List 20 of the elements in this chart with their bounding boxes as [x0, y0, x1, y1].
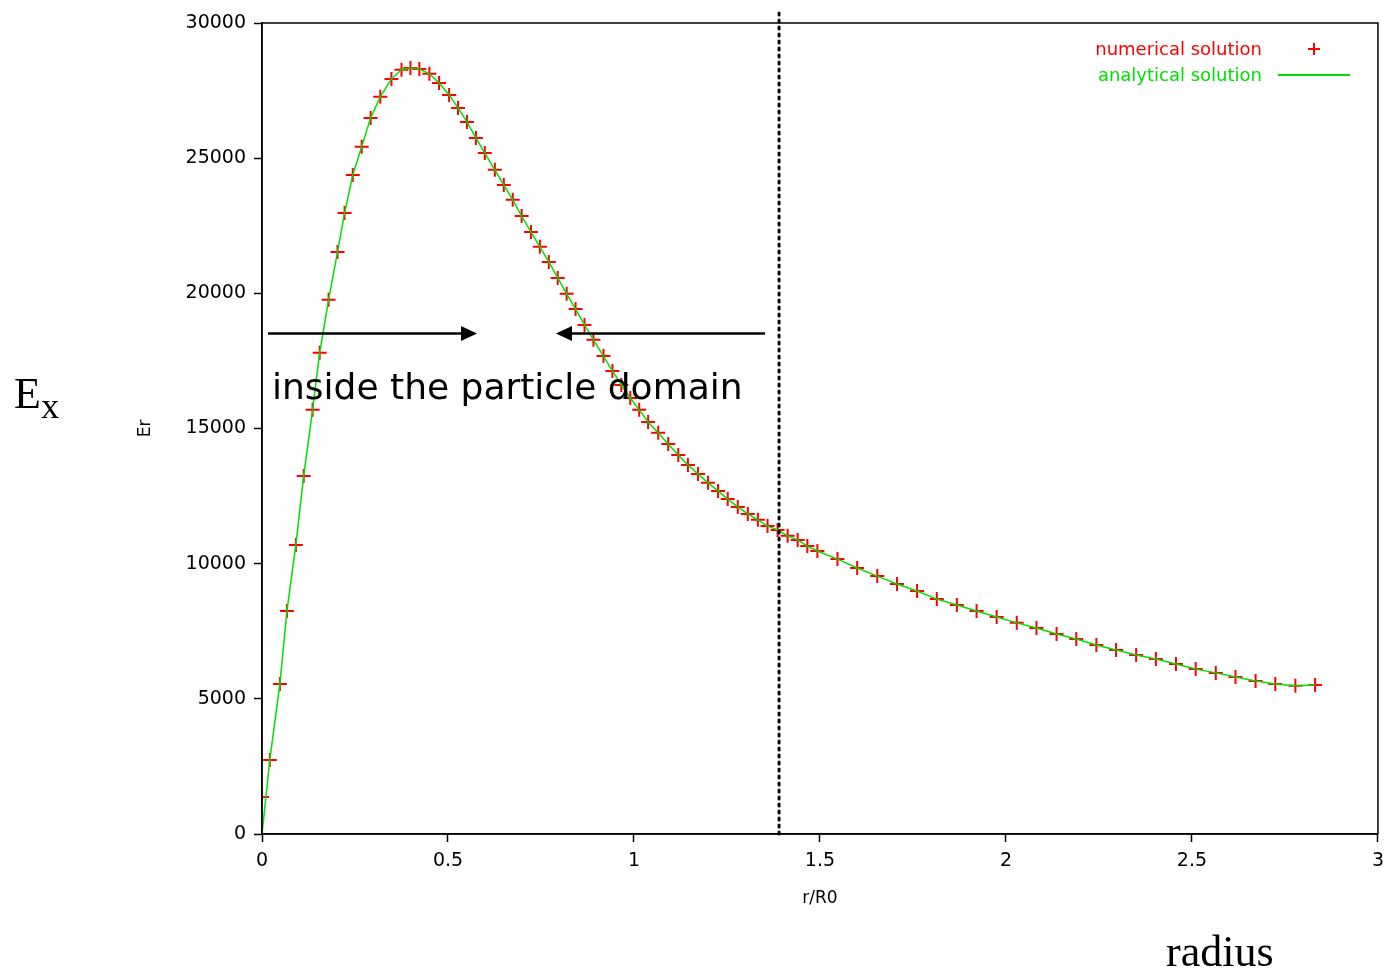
text: E$_{x}$ [14, 368, 60, 427]
text: radius [1166, 926, 1274, 976]
y-tick-label: 5000 [197, 685, 246, 708]
y-axis-title: Er [134, 419, 155, 438]
x-tick-label: 1.5 [804, 848, 836, 871]
y-tick-label: 15000 [185, 415, 246, 438]
x-tick-label: 2.5 [1176, 848, 1208, 871]
text: numerical solution [1095, 37, 1262, 61]
y-tick-label: 10000 [185, 550, 246, 573]
y-tick-label: 0 [233, 820, 246, 843]
x-tick-label: 0 [255, 848, 269, 871]
x-tick-label: 1 [627, 848, 641, 871]
x-tick-label: 2 [999, 848, 1013, 871]
y-tick-label: 20000 [185, 280, 246, 303]
y-tick-label: 30000 [185, 9, 246, 32]
x-tick-label: 3 [1371, 848, 1384, 871]
x-tick-label: 0.5 [432, 848, 464, 871]
x-axis-title: r/R0 [802, 887, 838, 908]
legend-label: analytical solution [1097, 63, 1262, 87]
y-tick-label: 25000 [185, 145, 246, 168]
